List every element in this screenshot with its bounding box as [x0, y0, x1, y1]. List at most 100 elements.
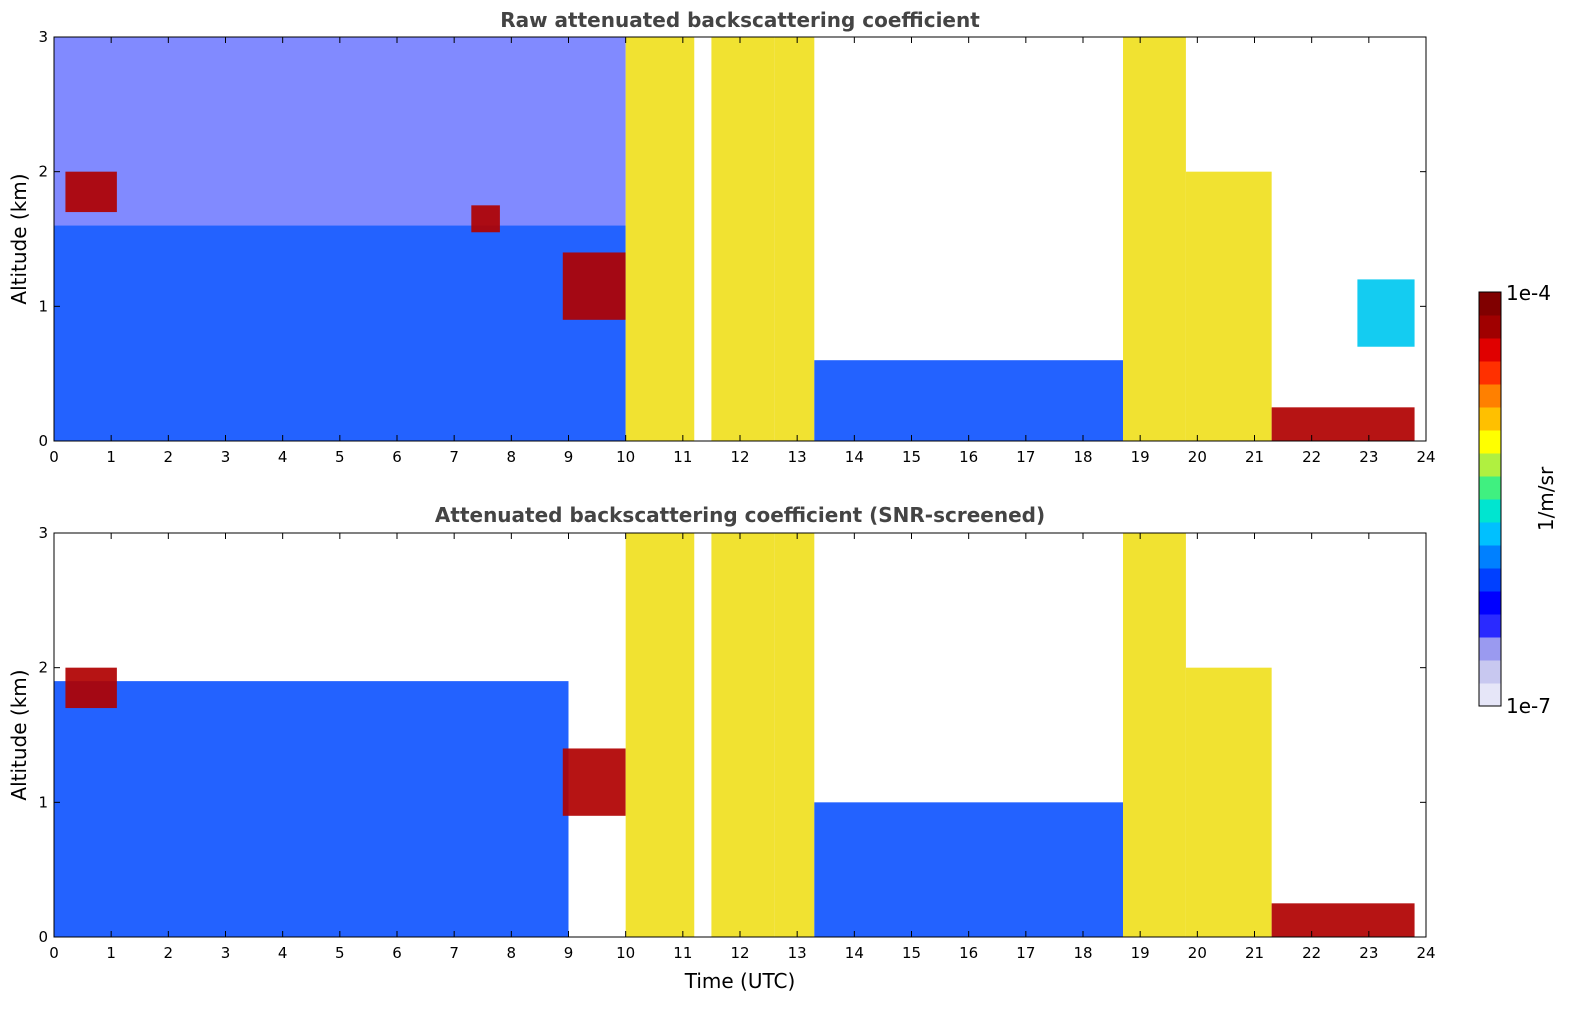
heatmap-region-very-high [562, 252, 626, 320]
colorbar: 1e-4 1e-7 1/m/sr [1478, 281, 1558, 718]
heatmap-region-noise [54, 37, 626, 226]
x-tick-label: 9 [564, 944, 574, 962]
x-tick-label: 23 [1359, 448, 1378, 466]
heatmap-region-very-high [471, 205, 500, 233]
heatmap-region-very-high [1271, 903, 1415, 937]
bottom-plot-area [54, 533, 1415, 937]
x-tick-label: 0 [49, 448, 59, 466]
x-tick-label: 20 [1188, 448, 1207, 466]
colorbar-step [1479, 292, 1501, 316]
x-tick-label: 20 [1188, 944, 1207, 962]
x-tick-label: 19 [1131, 944, 1150, 962]
heatmap-region-high [1185, 171, 1272, 441]
x-tick-label: 15 [902, 944, 921, 962]
colorbar-step [1479, 614, 1501, 638]
top-y-ticks: 0 1 2 3 [38, 28, 1426, 450]
colorbar-step [1479, 522, 1501, 546]
x-tick-label: 15 [902, 448, 921, 466]
x-tick-label: 19 [1131, 448, 1150, 466]
colorbar-step [1479, 568, 1501, 592]
bottom-panel: Attenuated backscattering coefficient (S… [7, 503, 1436, 993]
heatmap-region-high [1123, 533, 1186, 937]
colorbar-step [1479, 384, 1501, 408]
colorbar-step [1479, 545, 1501, 569]
y-tick-label: 0 [38, 928, 48, 946]
top-y-axis-label: Altitude (km) [7, 173, 31, 304]
colorbar-step [1479, 453, 1501, 477]
top-plot-area [54, 37, 1415, 441]
heatmap-region-medium [1357, 279, 1415, 347]
colorbar-step [1479, 637, 1501, 661]
x-tick-label: 21 [1245, 448, 1264, 466]
heatmap-region-high [625, 37, 695, 441]
colorbar-step [1479, 476, 1501, 500]
x-tick-label: 10 [616, 448, 635, 466]
x-tick-label: 18 [1073, 944, 1092, 962]
colorbar-step [1479, 683, 1501, 707]
x-tick-label: 2 [164, 448, 174, 466]
heatmap-region-very-high [65, 171, 117, 213]
heatmap-region-low [54, 225, 626, 441]
x-tick-label: 16 [959, 448, 978, 466]
x-tick-label: 5 [335, 944, 345, 962]
x-tick-label: 6 [392, 944, 402, 962]
y-tick-label: 1 [38, 297, 48, 315]
x-tick-label: 24 [1416, 448, 1435, 466]
heatmap-region-very-high [1271, 407, 1415, 441]
x-tick-label: 4 [278, 944, 288, 962]
x-tick-label: 12 [730, 448, 749, 466]
x-tick-label: 4 [278, 448, 288, 466]
x-tick-label: 0 [49, 944, 59, 962]
heatmap-region-very-high [562, 748, 626, 816]
x-tick-label: 21 [1245, 944, 1264, 962]
x-tick-label: 14 [845, 448, 864, 466]
x-tick-label: 2 [164, 944, 174, 962]
x-tick-label: 24 [1416, 944, 1435, 962]
x-tick-label: 16 [959, 944, 978, 962]
bottom-y-ticks: 0 1 2 3 [38, 524, 1426, 946]
x-tick-label: 18 [1073, 448, 1092, 466]
y-tick-label: 0 [38, 432, 48, 450]
y-tick-label: 2 [38, 659, 48, 677]
x-tick-label: 3 [221, 448, 231, 466]
heatmap-region-low [54, 681, 569, 937]
x-tick-label: 12 [730, 944, 749, 962]
colorbar-step [1479, 660, 1501, 684]
heatmap-region-low [814, 802, 1124, 937]
heatmap-region-high [625, 533, 695, 937]
top-panel: Raw attenuated backscattering coefficien… [7, 8, 1436, 466]
x-tick-label: 1 [106, 944, 116, 962]
heatmap-region-very-high [65, 667, 117, 709]
colorbar-step [1479, 338, 1501, 362]
x-tick-label: 9 [564, 448, 574, 466]
x-tick-label: 11 [673, 448, 692, 466]
colorbar-step [1479, 591, 1501, 615]
bottom-panel-title: Attenuated backscattering coefficient (S… [435, 503, 1045, 527]
x-tick-label: 7 [449, 944, 459, 962]
heatmap-region-high [774, 37, 815, 441]
x-tick-label: 6 [392, 448, 402, 466]
x-tick-label: 8 [507, 944, 517, 962]
heatmap-region-high [1185, 667, 1272, 937]
x-tick-label: 14 [845, 944, 864, 962]
heatmap-region-low [814, 360, 1124, 441]
top-x-ticks: 0 1 2 3 4 5 6 7 8 9 10 11 12 13 14 15 16 17 18 19 20 21 22 23 24 [49, 37, 1436, 466]
bottom-x-ticks: 0 1 2 3 4 5 6 7 8 9 10 11 12 13 14 15 16 17 18 19 20 21 22 23 24 [49, 533, 1436, 962]
heatmap-region-high [1123, 37, 1186, 441]
x-tick-label: 17 [1016, 448, 1035, 466]
colorbar-min-label: 1e-7 [1506, 694, 1551, 718]
x-tick-label: 8 [507, 448, 517, 466]
x-tick-label: 1 [106, 448, 116, 466]
bottom-y-axis-label: Altitude (km) [7, 669, 31, 800]
x-tick-label: 3 [221, 944, 231, 962]
x-tick-label: 7 [449, 448, 459, 466]
x-tick-label: 11 [673, 944, 692, 962]
x-tick-label: 23 [1359, 944, 1378, 962]
colorbar-step [1479, 499, 1501, 523]
colorbar-label: 1/m/sr [1534, 466, 1558, 531]
x-tick-label: 22 [1302, 448, 1321, 466]
colorbar-step [1479, 315, 1501, 339]
x-tick-label: 13 [788, 944, 807, 962]
x-tick-label: 5 [335, 448, 345, 466]
